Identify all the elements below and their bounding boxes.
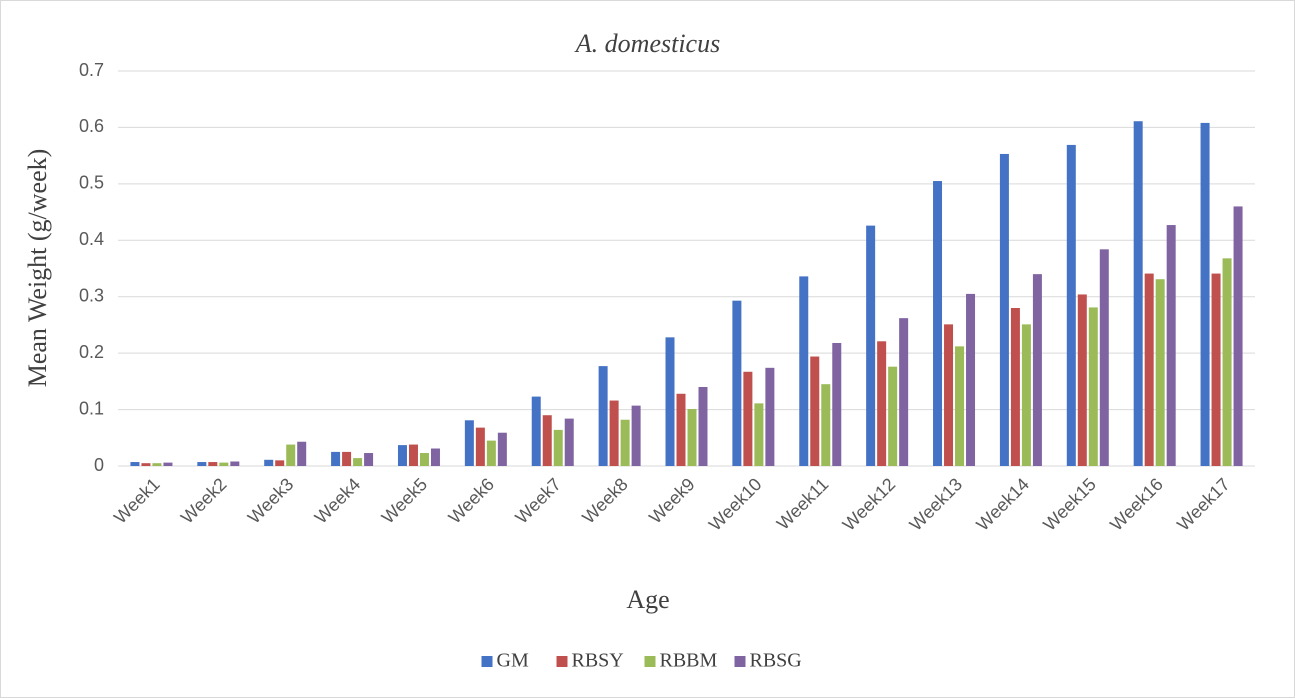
bar <box>1099 249 1109 466</box>
bar <box>665 337 675 466</box>
bar <box>1222 258 1232 466</box>
y-tick-label: 0.5 <box>79 173 104 193</box>
bar <box>1077 294 1087 466</box>
bar <box>810 356 820 466</box>
bar <box>754 403 764 466</box>
bar <box>486 440 496 466</box>
y-tick-label: 0.3 <box>79 285 104 305</box>
bar <box>1010 308 1020 466</box>
bar <box>1166 225 1176 466</box>
bar <box>230 461 240 466</box>
bar <box>832 342 842 466</box>
legend-label: RBSY <box>572 650 624 672</box>
y-tick-label: 0.4 <box>79 229 104 249</box>
bar <box>1200 122 1210 467</box>
bar <box>732 300 742 466</box>
bar <box>353 458 363 466</box>
bar <box>799 276 809 466</box>
bar <box>464 420 474 466</box>
legend-swatch <box>734 656 746 667</box>
bar <box>163 462 173 466</box>
bar <box>888 366 898 466</box>
bar <box>1133 121 1143 466</box>
bar <box>275 460 285 466</box>
bar <box>264 459 274 466</box>
bar <box>933 181 943 467</box>
x-axis-label: Age <box>626 585 669 614</box>
legend-swatch <box>644 656 656 667</box>
bar <box>676 393 686 466</box>
bar <box>955 346 965 466</box>
y-tick-label: 0.7 <box>79 60 104 80</box>
bar <box>430 448 440 466</box>
legend-swatch <box>481 656 493 667</box>
bar <box>542 415 552 466</box>
bar <box>475 427 485 466</box>
legend-label: RBBM <box>660 650 718 672</box>
legend-label: GM <box>497 650 529 672</box>
bar <box>698 387 708 466</box>
bar <box>821 384 831 466</box>
bar <box>1233 206 1243 466</box>
bar <box>765 367 775 466</box>
y-tick-label: 0.1 <box>79 398 104 418</box>
bar <box>531 396 541 466</box>
bar <box>152 463 162 466</box>
bar <box>564 418 574 466</box>
bar <box>141 463 151 466</box>
bar <box>620 419 630 466</box>
y-tick-label: 0.6 <box>79 116 104 136</box>
bar <box>364 453 374 466</box>
bar <box>1021 324 1031 466</box>
bar <box>1088 307 1098 466</box>
bar <box>1155 279 1165 466</box>
bar <box>1032 274 1042 466</box>
bar <box>197 462 207 466</box>
bar <box>342 451 352 466</box>
bar <box>999 153 1009 466</box>
bar <box>944 324 954 466</box>
bar <box>553 429 563 466</box>
bar <box>208 462 218 466</box>
bar <box>877 341 887 466</box>
y-tick-label: 0.2 <box>79 342 104 362</box>
chart-title: A. domesticus <box>574 29 720 58</box>
y-axis-label: Mean Weight (g/week) <box>23 149 52 388</box>
bar <box>297 441 307 466</box>
bar <box>419 453 429 466</box>
bar <box>609 400 619 466</box>
bar <box>397 445 407 466</box>
bar <box>743 371 753 466</box>
legend-label: RBSG <box>750 650 802 672</box>
bar <box>866 225 876 466</box>
bar <box>598 366 608 466</box>
bar <box>899 318 909 466</box>
bar <box>331 451 341 466</box>
y-tick-label: 0 <box>94 455 104 475</box>
bar <box>631 405 641 466</box>
bar <box>966 293 976 466</box>
bar <box>286 444 296 466</box>
bar <box>219 462 229 466</box>
legend-swatch <box>556 656 568 667</box>
bar <box>1211 273 1221 466</box>
bar <box>408 444 418 466</box>
bar <box>1144 273 1154 466</box>
bar <box>130 462 140 466</box>
bar <box>687 409 697 466</box>
bar <box>497 432 507 466</box>
bar <box>1066 144 1076 466</box>
